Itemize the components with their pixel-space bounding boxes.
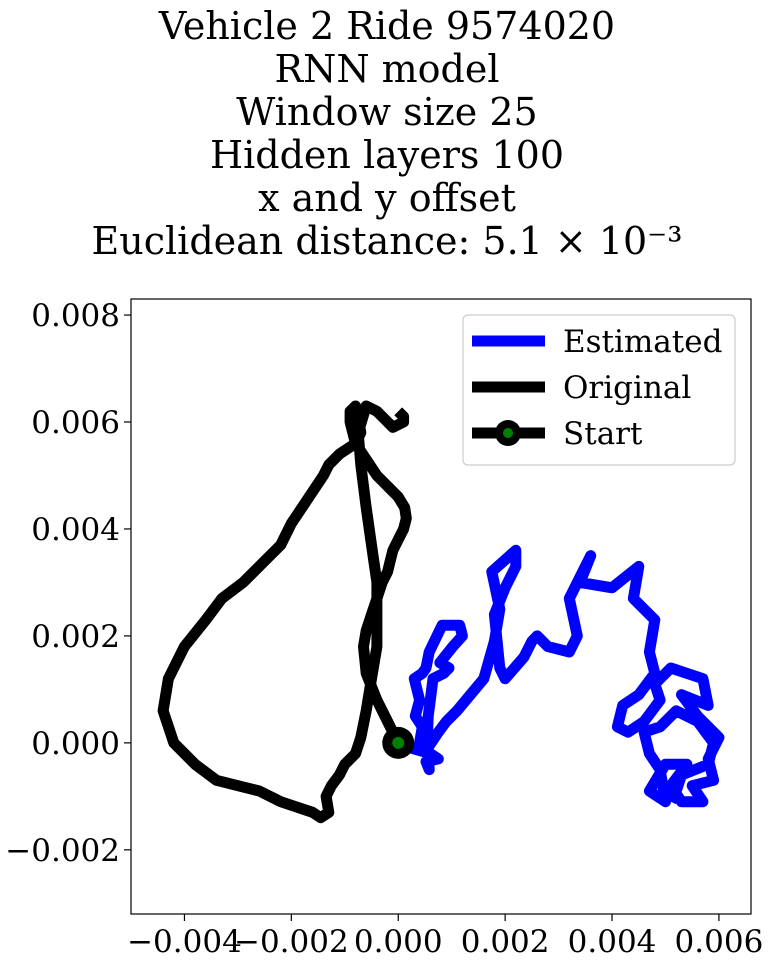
series-line-original bbox=[157, 400, 412, 824]
axes-layer: −0.004−0.002 0.000 0.002 0.004 0.006−0.0020.… bbox=[5, 298, 763, 960]
legend: Estimated Original Start bbox=[462, 314, 736, 466]
y-tick-label: 0.000 bbox=[31, 726, 120, 762]
legend-label-original: Original bbox=[563, 370, 691, 406]
title-line-offset: x and y offset bbox=[258, 176, 516, 220]
title-line-window: Window size 25 bbox=[236, 90, 538, 134]
x-tick-label: −0.004 bbox=[127, 924, 242, 960]
x-tick-label: 0.004 bbox=[568, 924, 657, 960]
plot-frame bbox=[130, 298, 752, 915]
legend-label-estimated: Estimated bbox=[563, 324, 722, 360]
series-line-estimated bbox=[396, 544, 725, 808]
legend-label-start: Start bbox=[563, 416, 643, 452]
y-tick-label: 0.002 bbox=[31, 619, 120, 655]
series-layer bbox=[157, 400, 725, 824]
x-tick-label: 0.000 bbox=[354, 924, 443, 960]
title-line-vehicle: Vehicle 2 Ride 9574020 bbox=[158, 4, 616, 48]
y-tick-label: 0.006 bbox=[31, 405, 120, 441]
title-line-model: RNN model bbox=[274, 47, 500, 91]
y-tick-label: 0.004 bbox=[31, 512, 120, 548]
title-line-hidden: Hidden layers 100 bbox=[209, 133, 565, 177]
y-tick-label: 0.008 bbox=[31, 298, 120, 334]
x-tick-label: 0.002 bbox=[461, 924, 550, 960]
y-tick-label: −0.002 bbox=[5, 833, 120, 869]
x-tick-label: 0.006 bbox=[675, 924, 764, 960]
x-tick-label: −0.002 bbox=[234, 924, 349, 960]
start-marker-inner bbox=[392, 736, 405, 749]
title-line-distance: Euclidean distance: 5.1 × 10⁻³ bbox=[91, 219, 683, 263]
legend-marker-start-inner bbox=[503, 428, 513, 438]
